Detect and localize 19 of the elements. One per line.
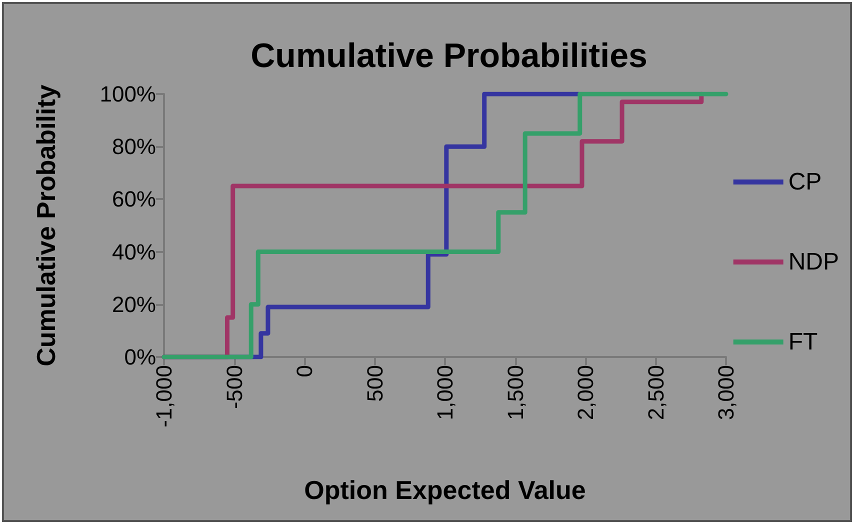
legend-label: FT: [788, 328, 818, 356]
x-tick-label: 2,500: [643, 365, 668, 420]
legend-label: CP: [788, 168, 822, 196]
y-tick-label: 100%: [100, 82, 156, 106]
x-axis-title: Option Expected Value: [304, 475, 586, 505]
y-tick-label: 20%: [112, 292, 156, 317]
x-tick-label: 3,000: [714, 365, 738, 420]
legend-label: NDP: [788, 248, 839, 276]
y-tick-label: 40%: [112, 239, 156, 264]
y-tick-label: 60%: [112, 186, 156, 212]
x-tick-label: 1,000: [432, 365, 458, 420]
x-tick-label: 0: [292, 365, 317, 378]
x-tick-label: 500: [362, 365, 388, 402]
y-tick-label: 80%: [112, 134, 156, 160]
chart-title: Cumulative Probabilities: [250, 37, 648, 75]
x-tick-label: 2,000: [573, 365, 598, 420]
x-tick-label: -500: [222, 365, 247, 410]
y-axis-title: Cumulative Probability: [31, 84, 61, 366]
x-tick-label: 1,500: [502, 365, 528, 420]
